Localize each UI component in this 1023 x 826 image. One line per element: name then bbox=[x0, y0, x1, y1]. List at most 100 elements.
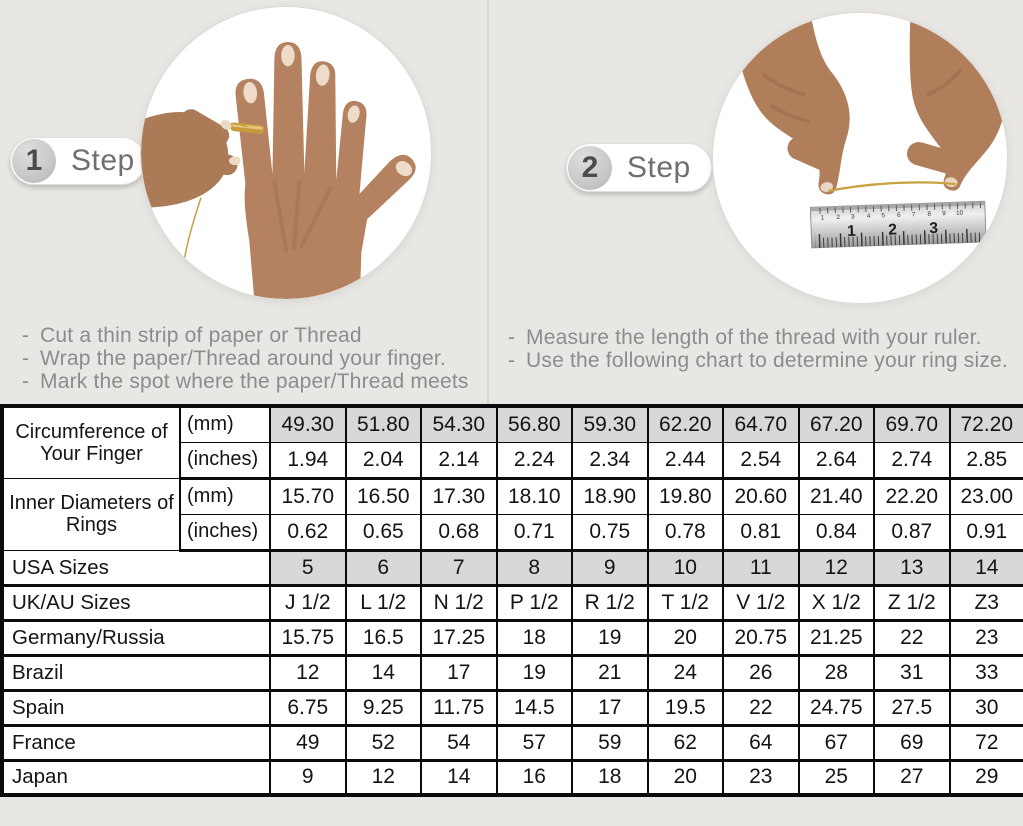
size-cell: V 1/2 bbox=[722, 585, 799, 622]
size-cell: 52 bbox=[344, 725, 421, 762]
size-cell: 6 bbox=[344, 550, 421, 587]
size-cell: 14.5 bbox=[495, 690, 572, 727]
table-row-france: France 49 52 54 57 59 62 64 67 69 72 bbox=[1, 725, 1023, 762]
size-cell: 15.70 bbox=[269, 478, 346, 515]
instruction-text: Wrap the paper/Thread around your finger… bbox=[40, 347, 446, 370]
instruction-text: Mark the spot where the paper/Thread mee… bbox=[40, 370, 469, 393]
size-cell: 15.75 bbox=[269, 620, 346, 657]
size-cell: 20.60 bbox=[722, 478, 799, 515]
size-cell: J 1/2 bbox=[269, 585, 346, 622]
size-cell: 29 bbox=[948, 760, 1023, 797]
size-cell: 72.20 bbox=[948, 406, 1023, 443]
size-cell: 49.30 bbox=[269, 406, 346, 443]
unit-cell: (mm) bbox=[179, 478, 270, 515]
size-cell: 19.80 bbox=[646, 478, 723, 515]
size-cell: 9 bbox=[269, 760, 346, 797]
unit-cell: (inches) bbox=[179, 442, 270, 480]
size-cell: 23.00 bbox=[948, 478, 1023, 515]
size-cell: 14 bbox=[420, 760, 497, 797]
size-cell: 18.10 bbox=[495, 478, 572, 515]
size-cell: R 1/2 bbox=[571, 585, 648, 622]
size-cell: 0.75 bbox=[571, 514, 648, 552]
size-cell: 6.75 bbox=[269, 690, 346, 727]
size-cell: 12 bbox=[797, 550, 874, 587]
size-cell: 64 bbox=[722, 725, 799, 762]
size-cell: 0.84 bbox=[797, 514, 874, 552]
dash: - bbox=[508, 349, 516, 372]
size-cell: 11 bbox=[722, 550, 799, 587]
instruction-line: - Use the following chart to determine y… bbox=[508, 349, 1018, 372]
table-row-japan: Japan 9 12 14 16 18 20 23 25 27 29 bbox=[1, 760, 1023, 797]
step2-instructions: - Measure the length of the thread with … bbox=[508, 326, 1018, 372]
size-cell: 25 bbox=[797, 760, 874, 797]
size-cell: 57 bbox=[495, 725, 572, 762]
step1-badge: 1 Step bbox=[10, 137, 146, 185]
size-cell: 9.25 bbox=[344, 690, 421, 727]
size-cell: P 1/2 bbox=[495, 585, 572, 622]
row-group-label: Circumference of Your Finger bbox=[1, 406, 180, 479]
panel-divider bbox=[487, 0, 489, 404]
country-label: UK/AU Sizes bbox=[1, 585, 270, 622]
main-hand bbox=[235, 42, 416, 299]
table-row-germany-russia: Germany/Russia 15.75 16.5 17.25 18 19 20 20.75… bbox=[1, 620, 1023, 657]
size-cell: 56.80 bbox=[495, 406, 572, 443]
size-cell: 0.78 bbox=[646, 514, 723, 552]
size-cell: 2.64 bbox=[797, 442, 874, 480]
size-cell: 19 bbox=[571, 620, 648, 657]
step2-photo-measuring-thread: 1 2 3 4 5 6 7 8 9 10 1 2 3 bbox=[712, 12, 1008, 304]
table-row-spain: Spain 6.75 9.25 11.75 14.5 17 19.5 22 24.75 27.5… bbox=[1, 690, 1023, 727]
size-cell: Z 1/2 bbox=[873, 585, 950, 622]
country-label: France bbox=[1, 725, 270, 762]
dash: - bbox=[22, 347, 30, 370]
svg-text:7: 7 bbox=[912, 211, 916, 218]
size-cell: 10 bbox=[646, 550, 723, 587]
size-cell: 24.75 bbox=[797, 690, 874, 727]
size-cell: 0.81 bbox=[722, 514, 799, 552]
size-cell: 20 bbox=[646, 760, 723, 797]
table-row-circumference-inches: (inches) 1.94 2.04 2.14 2.24 2.34 2.44 2.54 2.6… bbox=[2, 442, 1023, 480]
country-label: USA Sizes bbox=[1, 550, 270, 587]
size-cell: 2.85 bbox=[948, 442, 1023, 480]
size-cell: L 1/2 bbox=[344, 585, 421, 622]
size-cell: 2.74 bbox=[873, 442, 950, 480]
step2-badge: 2 Step bbox=[566, 143, 712, 192]
size-cell: 21.40 bbox=[797, 478, 874, 515]
size-cell: 31 bbox=[873, 655, 950, 692]
ring-size-table: Circumference of Your Finger (mm) 49.30 5… bbox=[0, 404, 1023, 797]
size-cell: 0.91 bbox=[948, 514, 1023, 552]
size-cell: 0.65 bbox=[344, 514, 421, 552]
size-cell: 18.90 bbox=[571, 478, 648, 515]
step1-number-icon: 1 bbox=[12, 139, 56, 183]
size-cell: 1.94 bbox=[269, 442, 346, 480]
country-label: Japan bbox=[1, 760, 270, 797]
size-cell: Z3 bbox=[948, 585, 1023, 622]
size-cell: 23 bbox=[948, 620, 1023, 657]
size-cell: 0.62 bbox=[269, 514, 346, 552]
dash: - bbox=[22, 370, 30, 393]
size-cell: 8 bbox=[495, 550, 572, 587]
instruction-line: - Measure the length of the thread with … bbox=[508, 326, 1018, 349]
size-cell: 2.44 bbox=[646, 442, 723, 480]
size-cell: T 1/2 bbox=[646, 585, 723, 622]
svg-text:2: 2 bbox=[888, 221, 898, 238]
size-cell: 69 bbox=[873, 725, 950, 762]
size-cell: 13 bbox=[873, 550, 950, 587]
instruction-text: Cut a thin strip of paper or Thread bbox=[40, 324, 362, 347]
helper-hand bbox=[141, 109, 241, 208]
table-row-brazil: Brazil 12 14 17 19 21 24 26 28 31 33 bbox=[1, 655, 1023, 692]
size-cell: 7 bbox=[420, 550, 497, 587]
row-group-label: Inner Diameters of Rings bbox=[1, 478, 180, 551]
instruction-text: Use the following chart to determine you… bbox=[526, 349, 1008, 372]
ruler-measure-illustration: 1 2 3 4 5 6 7 8 9 10 1 2 3 bbox=[713, 13, 1007, 303]
size-cell: 2.24 bbox=[495, 442, 572, 480]
size-cell: 59 bbox=[571, 725, 648, 762]
size-cell: 17.25 bbox=[420, 620, 497, 657]
size-cell: 67.20 bbox=[797, 406, 874, 443]
size-cell: 26 bbox=[722, 655, 799, 692]
size-cell: 28 bbox=[797, 655, 874, 692]
size-cell: 21.25 bbox=[797, 620, 874, 657]
dash: - bbox=[22, 324, 30, 347]
country-label: Germany/Russia bbox=[1, 620, 270, 657]
size-cell: 51.80 bbox=[344, 406, 421, 443]
size-cell: 18 bbox=[571, 760, 648, 797]
